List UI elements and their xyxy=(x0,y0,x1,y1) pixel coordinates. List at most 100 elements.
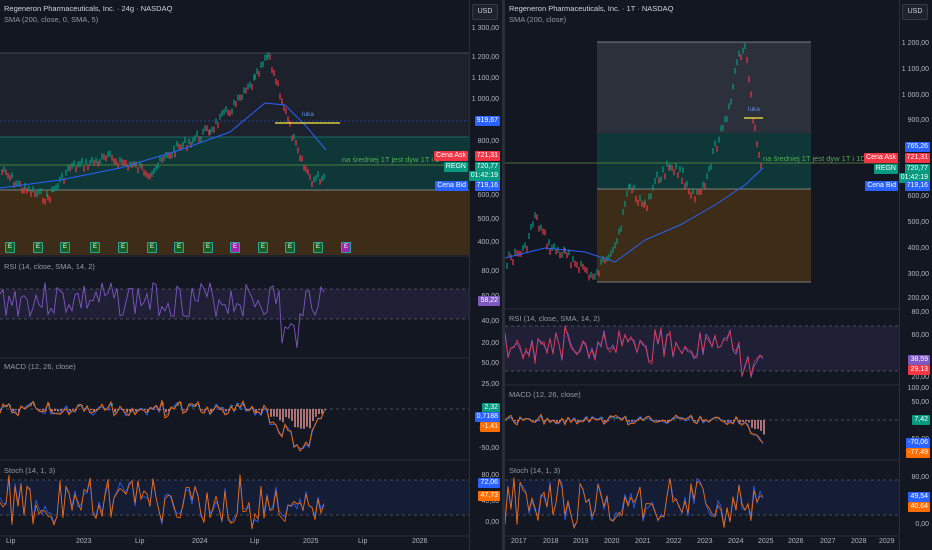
layout-splitter[interactable] xyxy=(502,0,505,550)
right-price-tag: 719,16 xyxy=(904,181,930,191)
left-earnings-event: E xyxy=(313,242,323,253)
right-time-tick: 2027 xyxy=(820,538,836,545)
right-price-tag: 01:42:19 xyxy=(898,173,930,183)
right-rsi-legend: RSI (14, close, SMA, 14, 2) xyxy=(509,314,600,323)
right-time-tick: 2021 xyxy=(635,538,651,545)
left-earnings-event: E xyxy=(147,242,157,253)
left-macd-tick: -50,00 xyxy=(479,445,499,452)
right-time-tick: 2028 xyxy=(851,538,867,545)
left-upper-zone xyxy=(0,53,470,137)
left-time-tick: 2023 xyxy=(76,538,92,545)
left-stoch-legend: Stoch (14, 1, 3) xyxy=(4,466,56,475)
right-stoch-d xyxy=(505,477,764,530)
left-price-tick: 1 100,00 xyxy=(471,75,499,82)
right-stoch-tag: 49,54 xyxy=(908,492,930,502)
left-price-tick: 1 300,00 xyxy=(471,25,499,32)
left-chart[interactable]: Regeneron Pharmaceuticals, Inc. · 24g · … xyxy=(0,0,502,550)
right-stoch-tag: 40,64 xyxy=(908,502,930,512)
left-stoch-tag: 72,06 xyxy=(478,478,500,488)
left-earnings-event: E xyxy=(5,242,15,253)
right-stoch-legend: Stoch (14, 1, 3) xyxy=(509,466,561,475)
right-time-tick: 2022 xyxy=(666,538,682,545)
right-price-axis[interactable]: USD 1 200,00 1 100,00 1 000,00 900,00 600,00… xyxy=(864,0,932,550)
right-macd-tick: 100,00 xyxy=(907,385,929,392)
left-macd-tick: 25,00 xyxy=(481,381,499,388)
right-price-tick: 1 000,00 xyxy=(901,92,929,99)
right-legend-sma: SMA (200, close) xyxy=(509,15,567,24)
right-price-tick: 400,00 xyxy=(907,245,929,252)
left-stoch-d xyxy=(0,474,325,530)
left-macd-tag: 0,7188 xyxy=(474,412,500,422)
left-earnings-event: E xyxy=(285,242,295,253)
right-rsi-tag: 38,59 xyxy=(908,355,930,365)
right-chart[interactable]: Regeneron Pharmaceuticals, Inc. · 1T · N… xyxy=(505,0,932,550)
left-time-tick: Lip xyxy=(6,538,16,545)
left-macd-legend: MACD (12, 26, close) xyxy=(4,362,76,371)
right-price-tag: 765,26 xyxy=(904,142,930,152)
right-legend-title: Regeneron Pharmaceuticals, Inc. · 1T · N… xyxy=(509,4,674,13)
right-stoch-tick: 0,00 xyxy=(915,521,929,528)
left-price-tag: 720,77 xyxy=(474,162,500,172)
right-rsi-sma xyxy=(505,325,764,376)
left-price-tag: Cena Bid xyxy=(435,181,468,191)
right-macd-legend: MACD (12, 26, close) xyxy=(509,390,581,399)
right-middle-zone xyxy=(597,133,811,189)
left-price-tick: 1 000,00 xyxy=(471,96,499,103)
left-currency-button[interactable]: USD xyxy=(472,4,498,20)
right-plot-area[interactable] xyxy=(505,0,900,550)
left-plot-area[interactable] xyxy=(0,0,470,550)
left-stoch-tick: 40,00 xyxy=(481,498,499,505)
right-stoch-tick: 80,00 xyxy=(911,474,929,481)
left-signal-line xyxy=(0,399,325,452)
left-price-tick: 1 200,00 xyxy=(471,54,499,61)
left-legend-title: Regeneron Pharmaceuticals, Inc. · 24g · … xyxy=(4,4,173,13)
left-earnings-event: E xyxy=(341,242,351,253)
right-signal-line xyxy=(505,413,764,443)
left-rsi-tick: 80,00 xyxy=(481,268,499,275)
right-macd-tag: -77,49 xyxy=(906,448,930,458)
right-time-tick: 2020 xyxy=(604,538,620,545)
left-earnings-event: E xyxy=(33,242,43,253)
right-time-tick: 2025 xyxy=(758,538,774,545)
left-price-tick: 500,00 xyxy=(477,216,499,223)
left-macd-tag: 2,32 xyxy=(482,403,500,413)
left-rsi-tag: 58,22 xyxy=(478,296,500,306)
right-rsi-tag: 29,13 xyxy=(908,365,930,375)
left-luka-label: luka xyxy=(302,111,314,118)
left-price-tag: Cena Ask xyxy=(434,151,468,161)
left-earnings-event: E xyxy=(118,242,128,253)
left-macd-tick: 50,00 xyxy=(481,360,499,367)
left-price-tag: 721,31 xyxy=(474,151,500,161)
right-time-tick: 2018 xyxy=(543,538,559,545)
right-price-tick: 1 100,00 xyxy=(901,66,929,73)
left-earnings-event: E xyxy=(203,242,213,253)
right-time-tick: 2024 xyxy=(728,538,744,545)
right-time-tick: 2023 xyxy=(697,538,713,545)
right-time-tick: 2019 xyxy=(573,538,589,545)
left-legend-sma: SMA (200, close, 0, SMA, 5) xyxy=(4,15,99,24)
left-macd-tag: -1,41 xyxy=(480,422,500,432)
right-currency-button[interactable]: USD xyxy=(902,4,928,20)
left-time-tick: 2024 xyxy=(192,538,208,545)
right-price-tick: 900,00 xyxy=(907,117,929,124)
left-time-tick: Lip xyxy=(358,538,368,545)
right-price-tick: 1 200,00 xyxy=(901,40,929,47)
left-rsi-line xyxy=(0,282,325,348)
left-price-tick: 400,00 xyxy=(477,239,499,246)
left-price-tag: REGN xyxy=(443,162,468,172)
left-annotation: na średniej 1T jest dyw 1T i 1 xyxy=(342,155,440,164)
right-price-tick: 200,00 xyxy=(907,295,929,302)
left-stoch-tick: 0,00 xyxy=(485,519,499,526)
left-price-tick: 800,00 xyxy=(477,138,499,145)
left-rsi-tick: 20,00 xyxy=(481,340,499,347)
right-price-tick: 500,00 xyxy=(907,219,929,226)
right-price-tag: REGN xyxy=(873,164,898,174)
left-time-tick: 2025 xyxy=(303,538,319,545)
left-rsi-tick: 40,00 xyxy=(481,318,499,325)
left-earnings-event: E xyxy=(174,242,184,253)
right-sma-line xyxy=(505,167,764,263)
left-price-axis[interactable]: USD 1 300,00 1 200,00 1 100,00 1 000,00 800,… xyxy=(434,0,502,550)
left-rsi-legend: RSI (14, close, SMA, 14, 2) xyxy=(4,262,95,271)
left-price-tag: 01:42:19 xyxy=(468,171,500,181)
right-price-tick: 300,00 xyxy=(907,271,929,278)
